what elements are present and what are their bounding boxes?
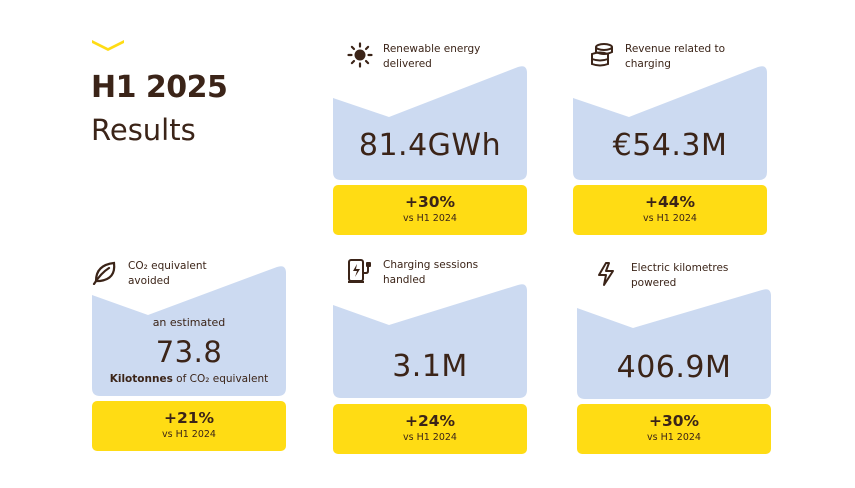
change-comparison: vs H1 2024 [647,432,701,443]
card-charging-sessions: Charging sessions handled 3.1M +24% vs H… [333,257,527,454]
card-background-shape [333,284,527,398]
card-label: Electric kilometres powered [631,262,729,289]
card-header: Revenue related to charging [589,42,745,72]
change-comparison: vs H1 2024 [643,213,697,224]
value-prefix: an estimated [152,316,226,329]
change-badge: +24% vs H1 2024 [333,404,527,454]
unit-rest: of CO₂ equivalent [172,373,269,385]
card-label: Renewable energy delivered [383,43,481,70]
card-background-shape [573,66,767,180]
card-electric-kilometres: Electric kilometres powered 406.9M +30% … [577,260,771,455]
change-comparison: vs H1 2024 [403,213,457,224]
card-label: CO₂ equivalent avoided [128,260,207,287]
card-label: Revenue related to charging [625,43,726,70]
chevron-logo-icon [92,40,124,51]
card-background-shape [577,289,771,399]
card-header: Electric kilometres powered [595,261,751,291]
card-revenue-charging: Revenue related to charging €54.3M +44% … [573,40,767,236]
change-badge: +30% vs H1 2024 [577,404,771,454]
change-badge: +30% vs H1 2024 [333,185,527,235]
sun-icon [347,42,373,68]
ev-charger-icon [348,259,371,283]
change-percent: +30% [404,193,456,211]
card-header: CO₂ equivalent avoided [92,259,248,289]
change-badge: +44% vs H1 2024 [573,185,767,235]
change-comparison: vs H1 2024 [403,432,457,443]
value-unit: Kilotonnes of CO₂ equivalent [92,373,286,385]
card-co2-avoided: CO₂ equivalent avoided an estimated 73.8… [92,257,286,452]
card-value: 3.1M [392,349,468,384]
card-value: 406.9M [616,350,732,385]
change-comparison: vs H1 2024 [162,429,216,440]
card-header: Renewable energy delivered [347,42,503,72]
coin-stack-icon [591,43,613,67]
card-value: 81.4GWh [358,128,502,163]
card-label: Charging sessions handled [383,259,479,286]
card-renewable-energy: Renewable energy delivered 81.4GWh +30% … [333,40,527,236]
card-value: €54.3M [612,128,728,163]
card-background-shape [333,66,527,180]
page-title: H1 2025 [91,70,228,105]
leaf-icon [92,261,116,285]
change-percent: +24% [404,412,456,430]
change-badge: +21% vs H1 2024 [92,401,286,451]
card-background-shape [92,266,286,396]
lightning-icon [598,262,614,286]
unit-bold: Kilotonnes [109,373,173,385]
change-percent: +30% [648,412,700,430]
change-percent: +44% [644,193,696,211]
page-subtitle: Results [91,113,196,147]
change-percent: +21% [163,409,215,427]
card-value: 73.8 [155,335,223,369]
card-header: Charging sessions handled [347,258,503,288]
